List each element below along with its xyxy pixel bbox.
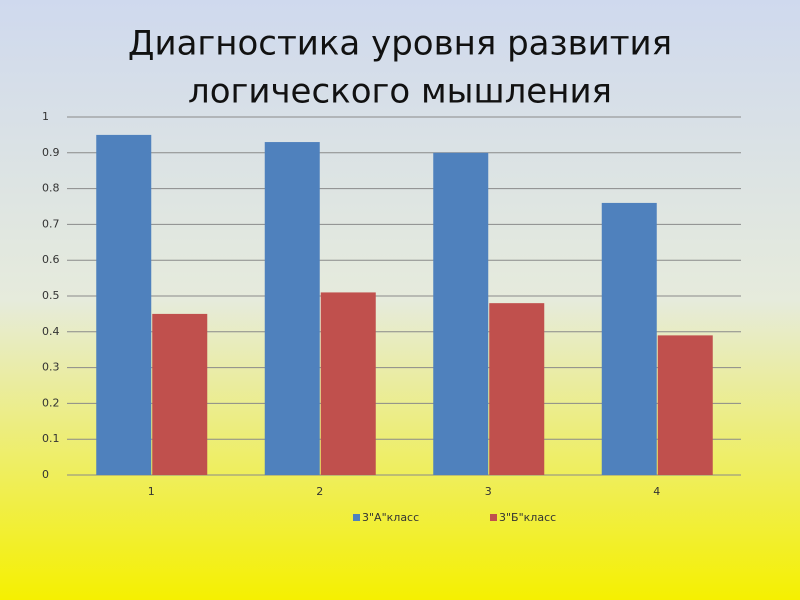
bar	[433, 152, 489, 476]
x-tick-label: 4	[653, 485, 660, 498]
y-tick-label: 0.9	[42, 146, 60, 159]
bar	[264, 142, 320, 475]
legend-label: 3"Б"класс	[499, 511, 556, 524]
x-tick-label: 3	[485, 485, 492, 498]
y-tick-label: 0.4	[42, 325, 60, 338]
bar	[489, 303, 545, 475]
bar	[96, 134, 152, 475]
chart-title: логического мышления	[188, 72, 612, 112]
bar	[320, 292, 376, 475]
y-tick-label: 1	[42, 110, 49, 123]
y-tick-label: 0.2	[42, 396, 60, 409]
legend-label: 3"А"класс	[362, 511, 419, 524]
legend-swatch	[353, 514, 360, 521]
y-tick-label: 0.5	[42, 289, 60, 302]
chart-title: Диагностика уровня развития	[128, 24, 672, 64]
x-tick-label: 2	[316, 485, 323, 498]
y-tick-label: 0.6	[42, 253, 60, 266]
legend-swatch	[490, 514, 497, 521]
y-tick-label: 0.8	[42, 182, 60, 195]
y-tick-label: 0.1	[42, 432, 60, 445]
bar	[657, 335, 713, 475]
bar	[152, 313, 208, 475]
bar	[601, 202, 657, 476]
y-tick-label: 0	[42, 468, 49, 481]
y-tick-label: 0.3	[42, 361, 60, 374]
y-tick-label: 0.7	[42, 217, 60, 230]
x-tick-label: 1	[148, 485, 155, 498]
